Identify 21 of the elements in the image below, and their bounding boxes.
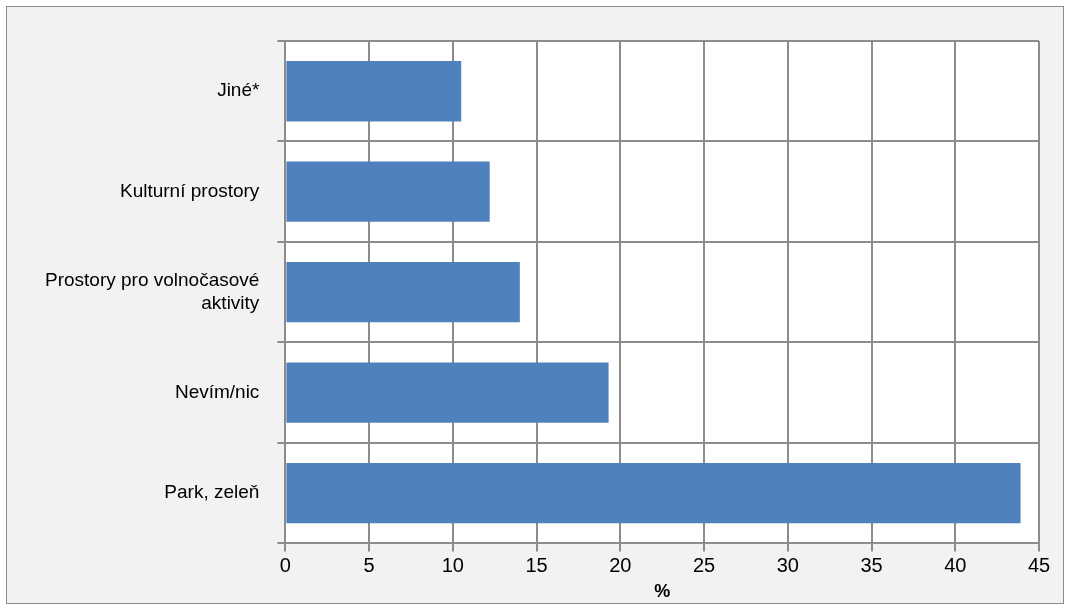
- bar: [286, 463, 1021, 524]
- y-tick-label: Kulturní prostory: [119, 179, 260, 201]
- x-tick-label: 15: [525, 553, 548, 576]
- x-axis-title: %: [654, 581, 671, 602]
- y-tick-label: Nevím/nic: [174, 380, 260, 402]
- x-tick-label: 20: [609, 553, 632, 576]
- y-tick-label: Prostory pro volnočasové aktivity: [44, 269, 260, 313]
- x-tick-label: 30: [776, 553, 799, 576]
- bar: [286, 161, 490, 222]
- bar: [286, 262, 520, 323]
- x-tick-label: 0: [279, 553, 291, 576]
- bar: [286, 61, 462, 122]
- x-tick-label: 45: [1027, 553, 1051, 576]
- x-tick-label: 40: [944, 553, 967, 576]
- x-tick-label: 10: [441, 553, 464, 576]
- y-tick-label: Jiné*: [217, 79, 260, 101]
- x-tick-label: 5: [363, 553, 375, 576]
- y-tick-label: Park, zeleň: [164, 481, 260, 503]
- bar: [286, 362, 609, 423]
- x-tick-label: 35: [860, 553, 883, 576]
- x-tick-label: 25: [692, 553, 716, 576]
